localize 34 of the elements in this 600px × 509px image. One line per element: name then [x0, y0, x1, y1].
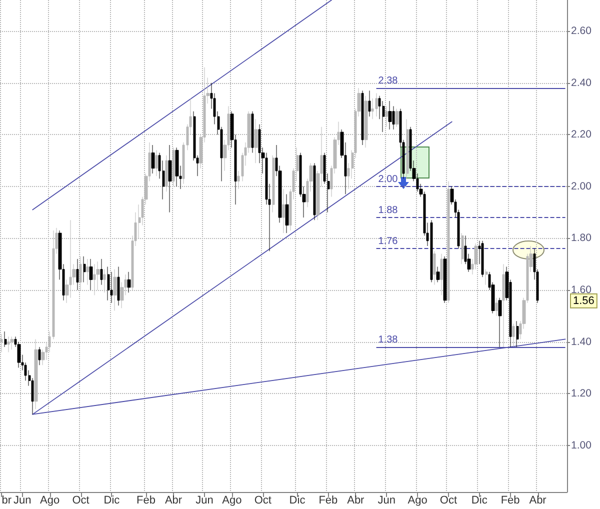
y-tick-label: 2.00 [571, 180, 592, 192]
ref-line-label: 1.88 [378, 205, 398, 216]
x-tick-label: Abr [529, 494, 547, 506]
x-tick-label: Abr [164, 494, 182, 506]
ref-line-label: 1.38 [378, 334, 398, 346]
x-tick-label: Jun [378, 494, 396, 506]
y-tick-label: 1.60 [571, 284, 592, 296]
y-tick-label: 1.00 [571, 439, 592, 452]
x-tick-label: Ago [408, 494, 428, 506]
x-tick-label: Oct [72, 494, 90, 506]
x-tick-label: Feb [136, 494, 156, 506]
x-tick-label: Dic [471, 494, 488, 506]
y-tick-label: 1.80 [571, 232, 592, 244]
x-tick-label: Abr [347, 494, 365, 506]
x-tick-label: Feb [500, 494, 520, 506]
x-tick-label: Oct [440, 494, 458, 506]
x-tick-label: Oct [254, 494, 272, 506]
x-tick-label: Ago [40, 494, 60, 506]
x-tick-label: br [2, 494, 12, 506]
y-tick-label: 2.40 [571, 76, 592, 89]
x-tick-label: Jun [196, 494, 214, 506]
ref-line-label: 2.00 [378, 174, 398, 185]
y-tick-label: 2.20 [571, 128, 592, 141]
ref-line-label: 1.76 [378, 236, 398, 248]
ref-line-label: 2.38 [378, 76, 398, 87]
y-tick-label: 2.60 [571, 25, 592, 38]
y-tick-label: 1.40 [571, 336, 592, 348]
text: 1.56 [573, 294, 594, 307]
x-tick-label: Feb [318, 494, 338, 506]
x-tick-label: Ago [222, 494, 242, 506]
x-tick-label: Dic [104, 494, 120, 506]
x-tick-label: Jun [13, 494, 32, 506]
x-tick-label: Dic [289, 494, 306, 506]
y-tick-label: 1.20 [571, 388, 592, 400]
